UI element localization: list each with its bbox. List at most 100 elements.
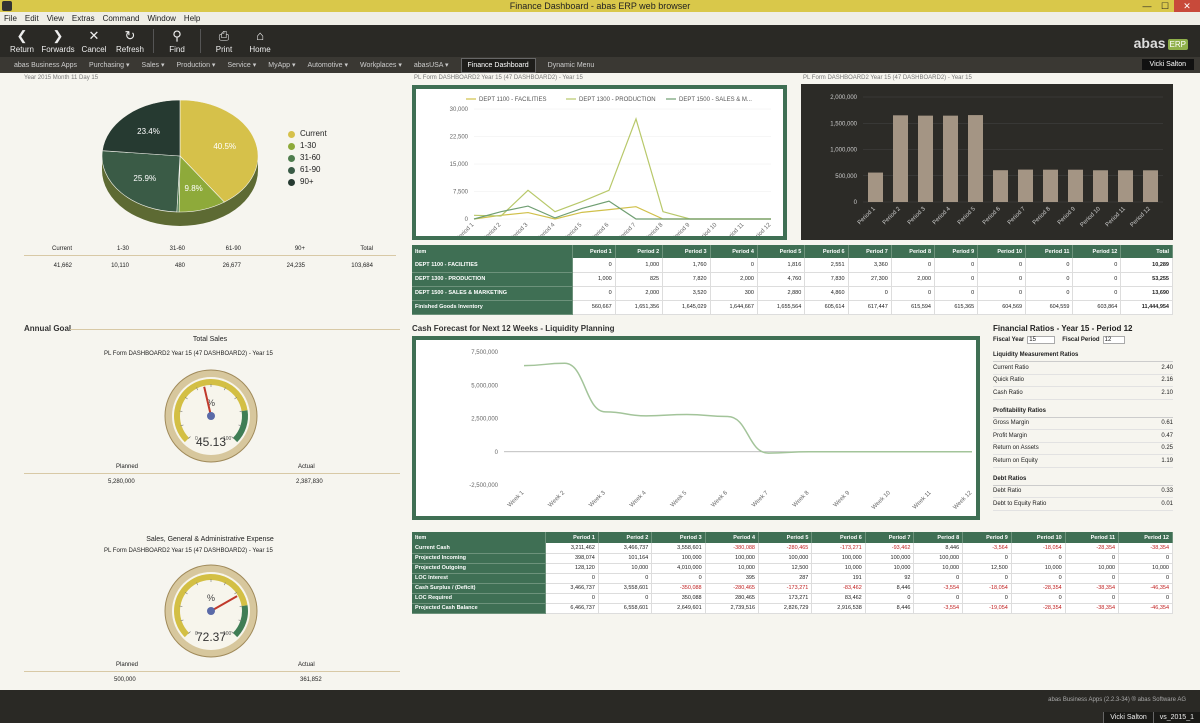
annual-goal-title: Annual Goal [24,324,72,333]
column-header: Period 12 [1072,245,1122,258]
table-cell: 10,000 [865,563,915,574]
ratio-row: Debt to Equity Ratio 0.01 [993,498,1173,511]
table-cell: 0 [1011,593,1066,604]
ratio-row: Gross Margin 0.61 [993,418,1173,430]
total-sales-form[interactable]: PL Form DASHBOARD2 Year 15 (47 DASHBOARD… [104,351,273,357]
table-cell: 13,690 [1120,286,1173,301]
column-header: Period 9 [962,532,1012,543]
user-menu[interactable]: Vicki Salton [1141,59,1194,70]
home-button[interactable]: ⌂ Home [249,27,271,54]
table-cell: 6,466,737 [545,603,599,614]
table-cell: 3,558,601 [651,543,706,554]
maximize-icon[interactable]: ☐ [1160,1,1170,11]
ratio-group-header: Profitability Ratios [993,400,1173,418]
nav-item-finance-dashboard[interactable]: Finance Dashboard [460,57,536,73]
nav-item-automotive[interactable]: Automotive ▾ [307,62,348,69]
fiscal-year-label: Fiscal Year [993,337,1025,343]
gauge-tick [196,387,199,391]
sga-expense-form[interactable]: PL Form DASHBOARD2 Year 15 (47 DASHBOARD… [104,548,273,554]
table-cell: 1,655,564 [757,300,806,315]
fiscal-year-input[interactable]: 15 [1027,336,1056,344]
gauge-tick [231,436,234,439]
refresh-button[interactable]: ↻ Refresh [115,27,144,54]
cancel-button[interactable]: ✕ Cancel [81,27,107,54]
legend-swatch [288,130,295,138]
table-cell: 0 [1025,258,1074,273]
menu-window[interactable]: Window [147,14,176,23]
column-header: Period 7 [865,532,915,543]
window-titlebar: Finance Dashboard - abas ERP web browser… [0,0,1200,12]
table-cell: 2,826,729 [758,603,813,614]
minimize-icon[interactable]: — [1142,1,1152,11]
column-header: Period 11 [1025,245,1074,258]
line-filter[interactable]: PL Form DASHBOARD2 Year 15 (47 DASHBOARD… [414,75,583,81]
ratio-value: 2.40 [1161,364,1173,371]
table-cell: -28,354 [1011,603,1066,614]
column-header: Period 4 [705,532,760,543]
legend-item: 31-60 [288,152,327,164]
bar [1068,169,1083,202]
gauge-tick [196,582,199,586]
x-tick-label: Week 7 [751,490,770,509]
x-tick-label: Week 1 [507,490,526,509]
fiscal-period-input[interactable]: 12 [1102,336,1125,344]
print-button[interactable]: ⎙ Print [215,27,233,54]
row-label: Finished Goods Inventory [412,300,573,315]
x-tick-label: Period 9 [1057,206,1078,227]
table-cell: 603,864 [1072,300,1122,315]
nav-item-workplaces[interactable]: Workplaces ▾ [359,62,402,69]
x-tick-label: Week 4 [629,490,648,509]
find-button[interactable]: ⚲ Find [169,27,185,54]
nav-item-production[interactable]: Production ▾ [176,62,216,69]
legend-swatch [288,166,295,174]
forwards-button[interactable]: ❯ Forwards [41,27,75,54]
nav-item-business-apps[interactable]: abas Business Apps [14,61,78,69]
ratio-row: Quick Ratio 2.16 [993,375,1173,387]
menu-file[interactable]: File [4,14,17,23]
abas-logo: abas ERP [1133,35,1188,51]
column-header: Total [1120,245,1173,258]
table-cell: 3,360 [848,258,892,273]
nav-item-sales[interactable]: Sales ▾ [141,62,165,69]
ratio-row: Debt Ratio 0.33 [993,486,1173,498]
x-tick-label: Period 4 [932,206,953,227]
nav-item-abasusa[interactable]: abasUSA ▾ [413,62,449,69]
nav-item-purchasing[interactable]: Purchasing ▾ [89,62,130,69]
y-tick-label: 5,000,000 [471,383,498,389]
table-cell: 2,916,538 [811,603,866,614]
close-icon[interactable]: ✕ [1174,0,1200,12]
bar-filter[interactable]: PL Form DASHBOARD2 Year 15 (47 DASHBOARD… [803,75,972,81]
table-cell: 7,820 [662,272,711,287]
actual-label: Actual [298,662,315,668]
nav-bar: abas Business Apps Purchasing ▾ Sales ▾ … [0,57,1200,73]
ar-filter[interactable]: Year 2015 Month 11 Day 15 [24,75,99,81]
table-cell: 0 [598,573,653,584]
table-cell: 12,500 [962,563,1012,574]
menu-edit[interactable]: Edit [24,14,39,23]
table-cell: 0 [1072,286,1122,301]
gauge-tick [180,619,184,622]
column-header: Period 2 [598,532,653,543]
status-version: vs_2015_1 [1152,712,1200,723]
table-cell: 0 [962,593,1012,604]
table-cell: -46,354 [1118,583,1173,594]
table-cell: 0 [1072,258,1122,273]
gauge-tick [223,387,226,391]
table-cell: 0 [545,573,599,584]
menu-view[interactable]: View [46,14,64,23]
table-cell: -380,088 [705,543,760,554]
table-cell: 7,830 [804,272,849,287]
ratio-group-header: Debt Ratios [993,468,1173,486]
table-row: Finished Goods Inventory 560,667 1,651,356… [412,300,1173,315]
column-header: Period 8 [913,532,964,543]
printer-icon: ⎙ [218,27,230,43]
nav-item-dynamic-menu[interactable]: Dynamic Menu [547,61,595,69]
ratio-row: Current Ratio 2.40 [993,362,1173,375]
nav-item-myapp[interactable]: MyApp ▾ [268,62,296,69]
menu-help[interactable]: Help [183,14,201,23]
menu-command[interactable]: Command [102,14,140,23]
legend-item: 1-30 [288,140,327,152]
menu-extras[interactable]: Extras [71,14,95,23]
return-button[interactable]: ❮ Return [9,27,34,54]
nav-item-service[interactable]: Service ▾ [227,62,257,69]
